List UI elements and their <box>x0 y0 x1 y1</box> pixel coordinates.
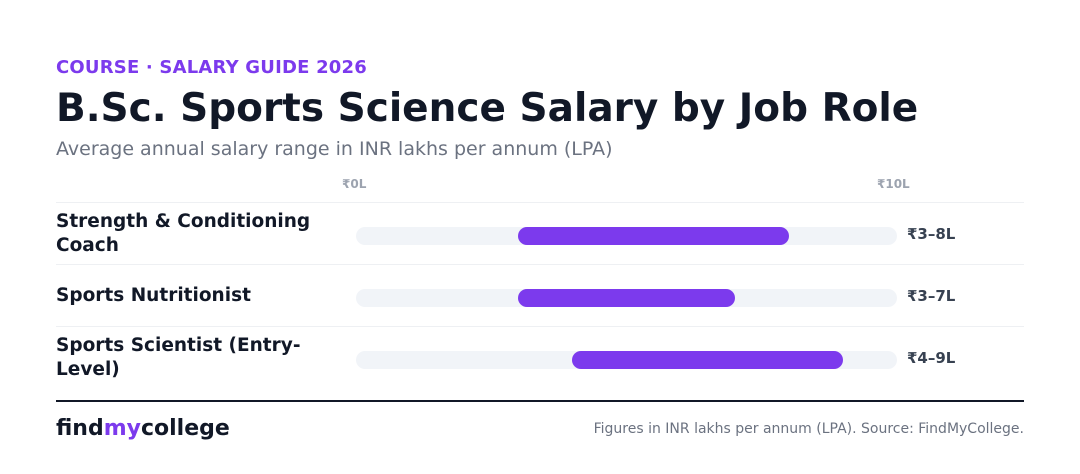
brand-part-find: find <box>56 416 104 441</box>
category-label: Sports Nutritionist <box>56 285 251 306</box>
chart-row: Strength & Conditioning Coach ₹3–8L <box>56 203 1024 265</box>
range-bar <box>518 289 735 307</box>
footer-rule <box>56 400 1024 402</box>
source-note: Figures in INR lakhs per annum (LPA). So… <box>593 421 1024 437</box>
eyebrow-label: COURSE · SALARY GUIDE 2026 <box>56 57 367 78</box>
chart-subtitle: Average annual salary range in INR lakhs… <box>56 138 613 160</box>
value-label: ₹3–7L <box>907 287 956 305</box>
brand-logo[interactable]: findmycollege <box>56 416 230 441</box>
value-label: ₹4–9L <box>907 349 956 367</box>
axis-tick-min: ₹0L <box>342 177 367 191</box>
category-label: Strength & Conditioning Coach <box>56 211 311 256</box>
chart-row: Sports Nutritionist ₹3–7L <box>56 265 1024 327</box>
brand-part-my: my <box>103 416 141 441</box>
bar-track <box>356 227 897 245</box>
bar-track <box>356 351 897 369</box>
category-label: Sports Scientist (Entry-Level) <box>56 335 301 380</box>
row-divider <box>56 264 1024 265</box>
range-bar <box>518 227 789 245</box>
bar-track <box>356 289 897 307</box>
chart-title: B.Sc. Sports Science Salary by Job Role <box>56 86 919 131</box>
range-bar <box>572 351 843 369</box>
value-label: ₹3–8L <box>907 225 956 243</box>
chart-row: Sports Scientist (Entry-Level) ₹4–9L <box>56 327 1024 389</box>
brand-part-college: college <box>140 416 230 441</box>
axis-tick-max: ₹10L <box>877 177 910 191</box>
row-divider <box>56 326 1024 327</box>
row-divider <box>56 202 1024 203</box>
